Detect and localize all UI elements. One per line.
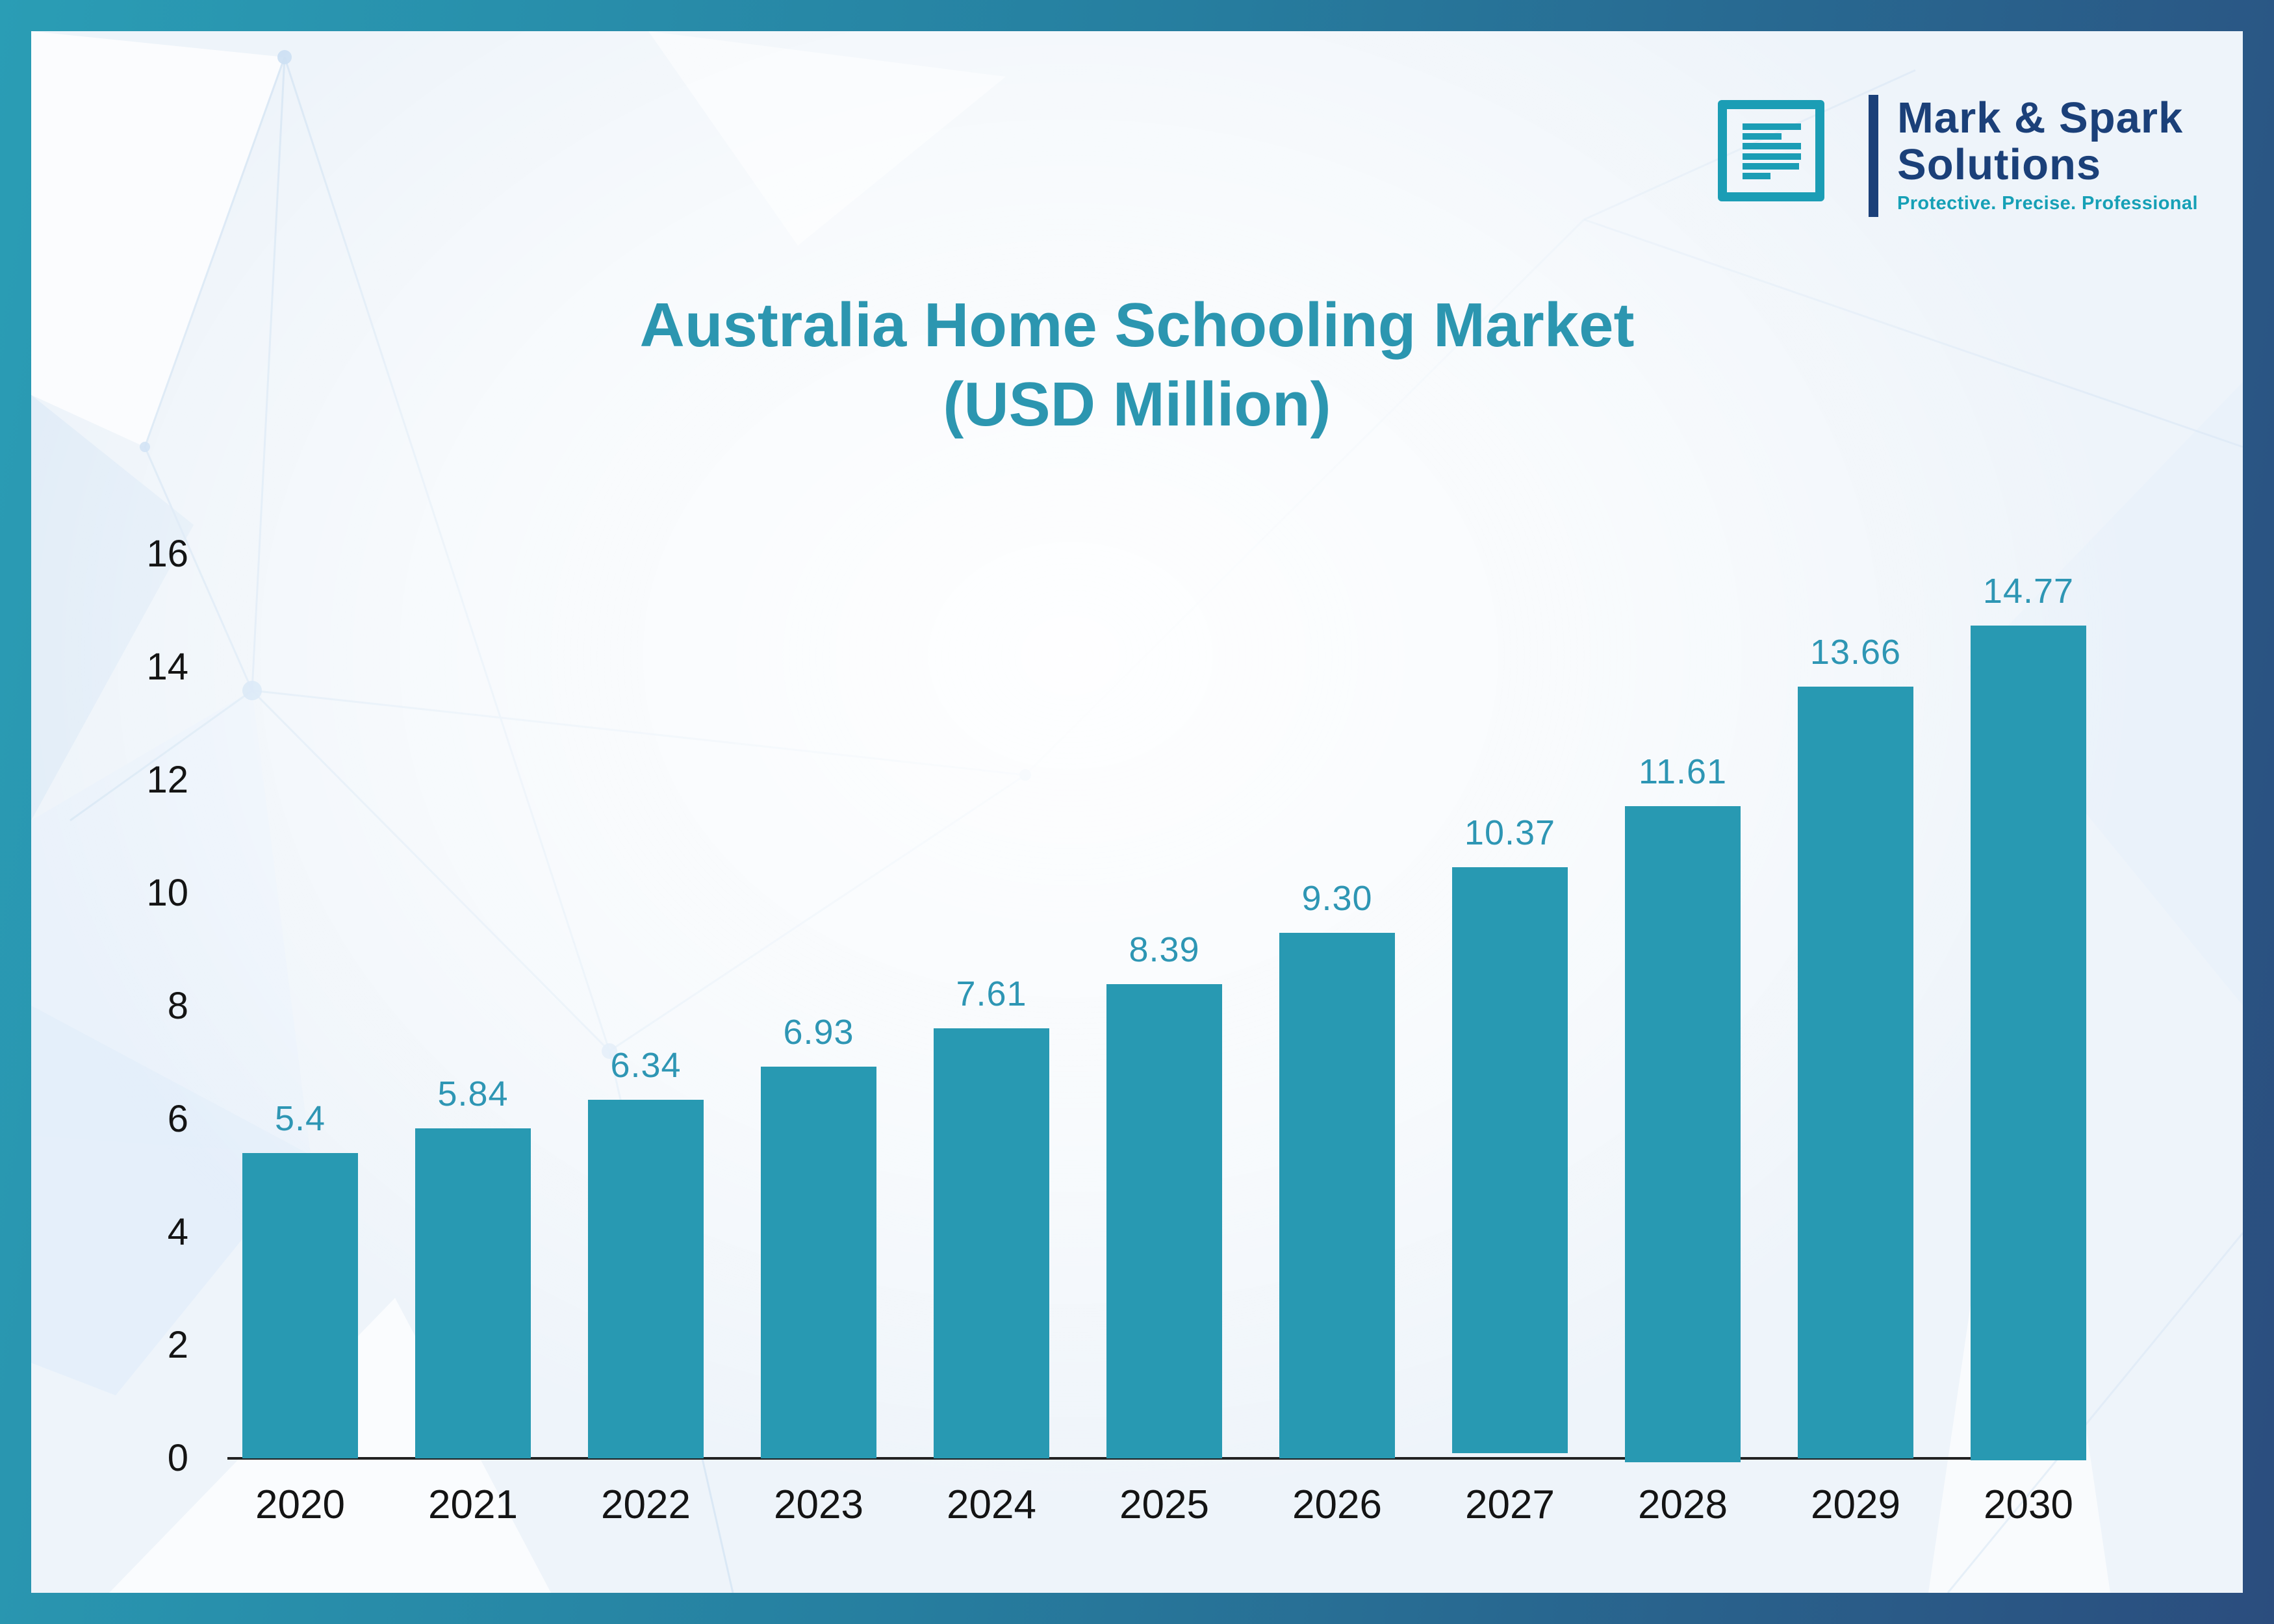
x-axis-label-2028: 2028 [1638, 1482, 1728, 1527]
bar-value-label-2024: 7.61 [956, 974, 1027, 1013]
y-axis-tick-8: 8 [167, 985, 188, 1027]
x-axis-label-2030: 2030 [1984, 1482, 2073, 1527]
x-axis-label-2020: 2020 [255, 1482, 345, 1527]
bar-value-label-2028: 11.61 [1638, 752, 1728, 791]
bar-value-label-2029: 13.66 [1809, 633, 1902, 672]
bar-2027 [1452, 867, 1568, 1453]
y-axis-tick-12: 12 [146, 759, 188, 801]
brand-tagline: Protective. Precise. Professional [1897, 193, 2198, 214]
y-axis-tick-2: 2 [167, 1324, 188, 1366]
x-axis-line [227, 1457, 1971, 1460]
bar-2024 [934, 1028, 1049, 1458]
content-area: Mark & Spark Solutions Protective. Preci… [31, 31, 2243, 1593]
bar-2023 [761, 1067, 876, 1458]
y-axis-tick-10: 10 [146, 872, 188, 914]
plot-area: 5.4 2020 5.84 2021 6.34 2022 6.93 2023 7.61 2024 8… [194, 554, 2117, 1527]
bar-value-label-2021: 5.84 [437, 1074, 509, 1113]
bar-value-label-2026: 9.30 [1301, 879, 1373, 918]
bar-2022 [588, 1100, 704, 1458]
y-axis-tick-6: 6 [167, 1098, 188, 1140]
y-axis-tick-4: 4 [167, 1211, 188, 1253]
bar-2028 [1625, 806, 1741, 1462]
bar-value-label-2027: 10.37 [1464, 813, 1556, 852]
brand-name-line1: Mark & Spark [1897, 94, 2184, 142]
logo-divider-bar [1869, 95, 1878, 217]
bar-2021 [415, 1128, 531, 1458]
bar-2025 [1106, 984, 1222, 1458]
x-axis-label-2024: 2024 [947, 1482, 1036, 1527]
bar-value-label-2030: 14.77 [1982, 572, 2075, 611]
bar-2029 [1798, 687, 1913, 1458]
y-axis-tick-0: 0 [167, 1437, 188, 1479]
x-axis-label-2021: 2021 [428, 1482, 518, 1527]
y-axis-tick-14: 14 [146, 646, 188, 688]
chart-title-line2: (USD Million) [943, 370, 1331, 439]
y-axis-labels: 0 2 4 6 8 10 12 14 16 [31, 533, 188, 1479]
bar-2026 [1279, 933, 1395, 1458]
bar-value-label-2022: 6.34 [610, 1046, 682, 1085]
bar-value-label-2025: 8.39 [1129, 930, 1200, 969]
x-axis-label-2029: 2029 [1811, 1482, 1900, 1527]
chart-title-line1: Australia Home Schooling Market [639, 290, 1635, 360]
bar-2020 [242, 1153, 358, 1458]
x-axis-label-2023: 2023 [774, 1482, 863, 1527]
x-axis-label-2025: 2025 [1119, 1482, 1209, 1527]
x-axis-label-2026: 2026 [1292, 1482, 1382, 1527]
bar-value-label-2020: 5.4 [274, 1099, 326, 1138]
logo-text: Mark & Spark Solutions Protective. Preci… [1897, 95, 2230, 214]
bar-2030 [1971, 626, 2086, 1460]
bar-value-label-2023: 6.93 [783, 1013, 854, 1052]
y-axis-tick-16: 16 [146, 533, 188, 575]
logo-document-icon [1718, 100, 1824, 201]
logo: Mark & Spark Solutions Protective. Preci… [1718, 95, 2231, 231]
chart-title: Australia Home Schooling Market (USD Mil… [31, 286, 2243, 444]
x-axis-label-2027: 2027 [1465, 1482, 1555, 1527]
x-axis-label-2022: 2022 [601, 1482, 691, 1527]
brand-name-line2: Solutions [1897, 140, 2102, 189]
